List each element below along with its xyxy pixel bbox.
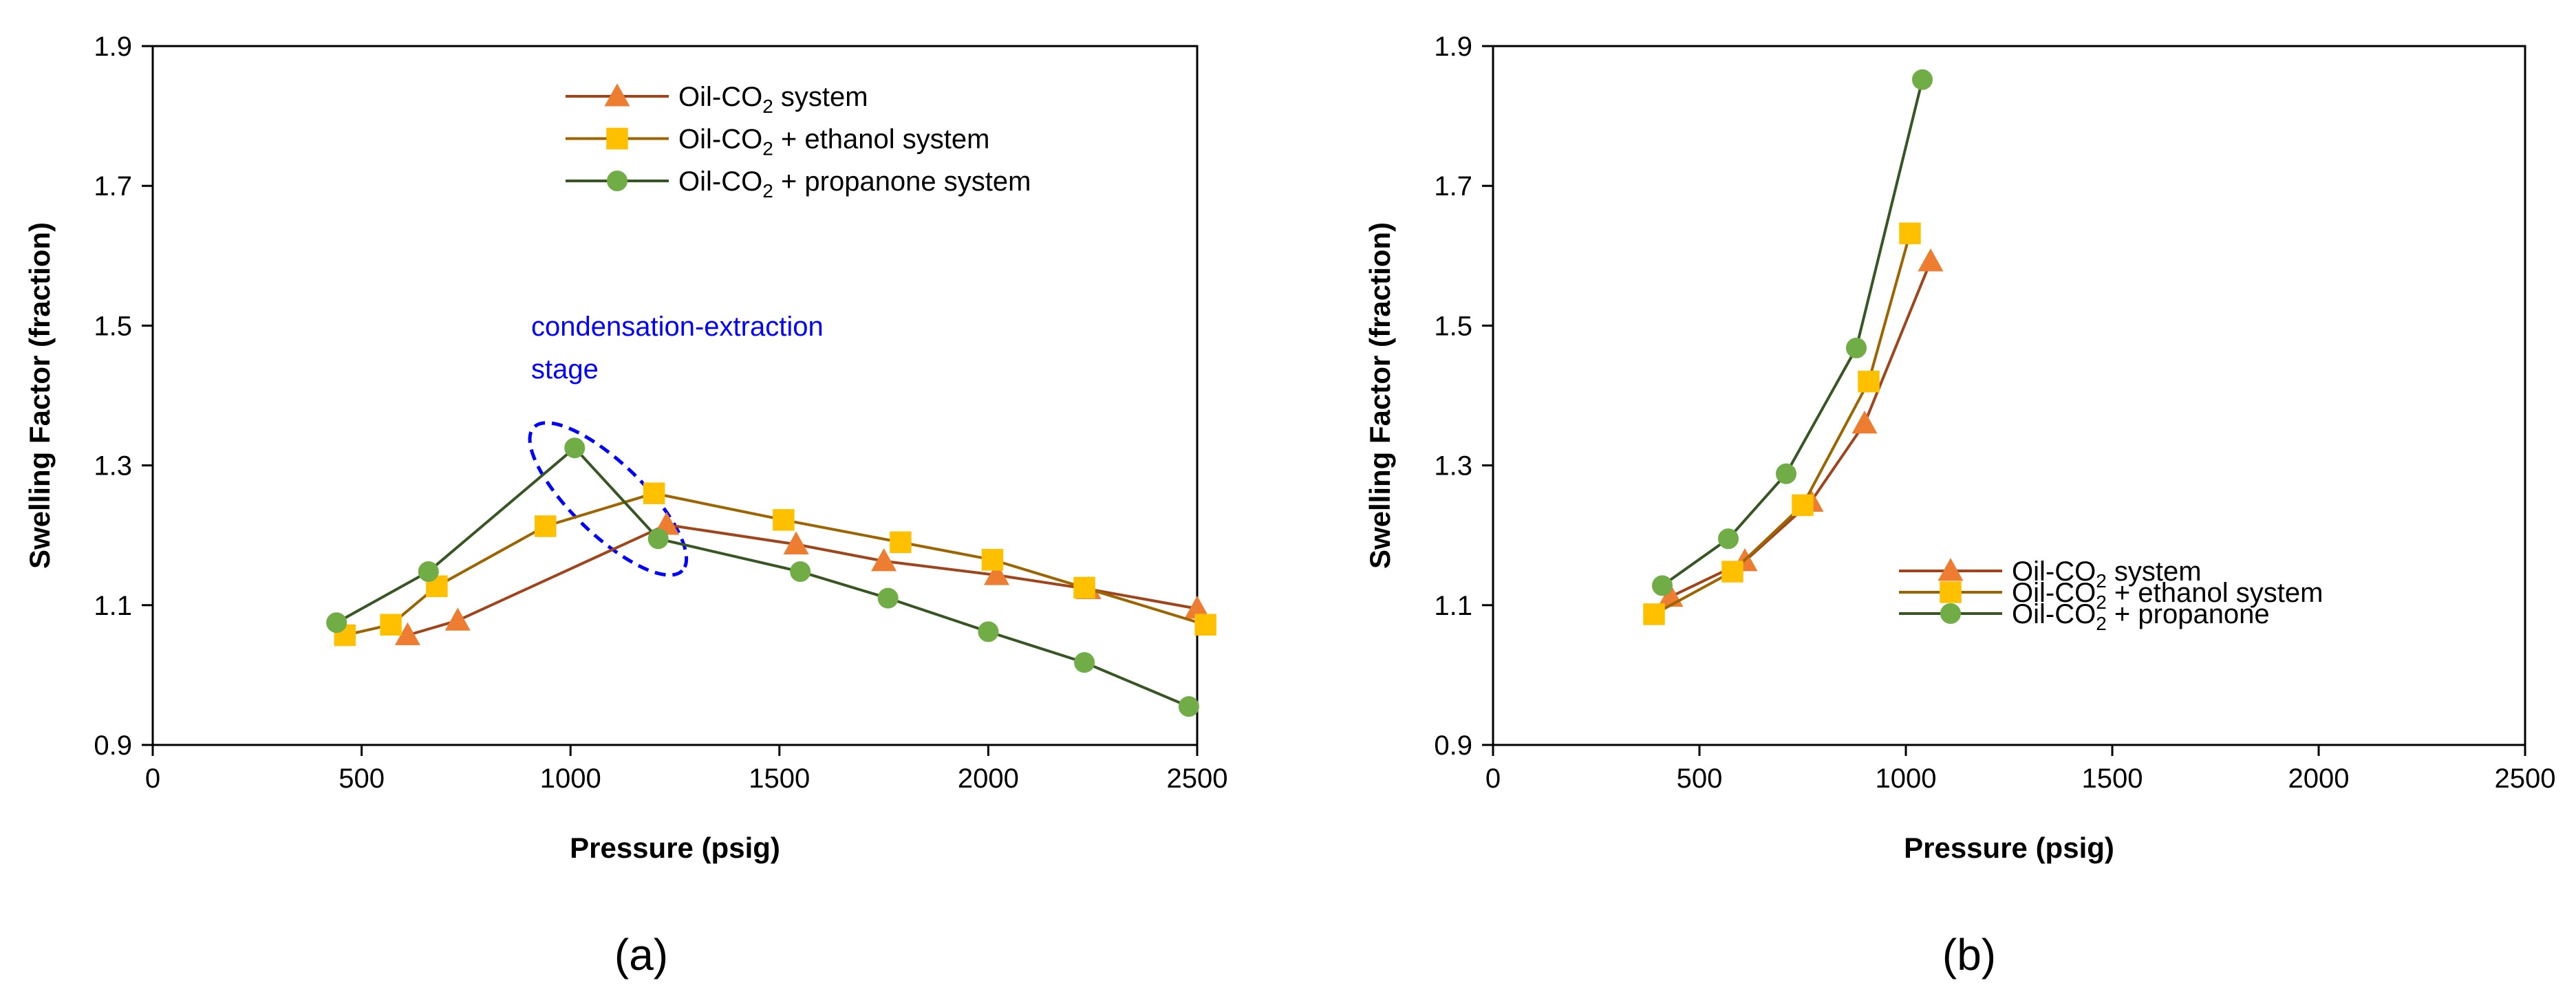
legend-marker-circle	[607, 171, 627, 191]
panel-label: (a)	[614, 930, 668, 979]
series-triangle	[1657, 248, 1944, 607]
x-tick-label: 0	[1485, 764, 1501, 794]
series-square	[334, 482, 1216, 647]
y-tick-label: 1.1	[1434, 591, 1472, 621]
data-point-triangle	[1852, 410, 1878, 434]
legend-entry: Oil-CO2 + ethanol system	[678, 124, 989, 160]
legend-marker-triangle	[1938, 558, 1964, 581]
data-point-circle	[877, 587, 899, 609]
x-tick-label: 1500	[2082, 764, 2143, 794]
plot-area-frame	[151, 45, 1199, 746]
legend-entry: Oil-CO2 + ethanol system	[2012, 578, 2323, 613]
data-point-circle	[1652, 575, 1673, 596]
x-tick-label: 2500	[1167, 764, 1228, 794]
x-tick-label: 1000	[540, 764, 601, 794]
data-point-circle	[1178, 696, 1199, 717]
series-circle	[326, 437, 1199, 717]
y-tick-label: 1.5	[1434, 311, 1472, 341]
data-point-square	[773, 509, 795, 531]
series-circle	[1652, 69, 1933, 596]
chart-panel-a: 0.9 1.1 1.3 1.5 1.7 1.9 0 500 1000 1500 2000 2500 Pr…	[23, 32, 1227, 979]
legend-entry: Oil-CO2 + propanone system	[678, 166, 1031, 202]
x-tick-label: 1500	[749, 764, 810, 794]
data-point-circle	[564, 437, 586, 459]
annotation-dashed-ellipse	[528, 421, 689, 577]
y-tick-label: 0.9	[94, 730, 132, 761]
y-tick-label: 1.7	[1434, 171, 1472, 202]
legend-entry: Oil-CO2 + propanone	[2012, 599, 2270, 634]
y-axis-label: Swelling Factor (fraction)	[1364, 222, 1396, 569]
data-point-square	[1792, 494, 1814, 517]
data-point-square	[981, 549, 1004, 571]
legend-marker-circle	[1940, 603, 1961, 624]
legend-marker-square	[606, 127, 628, 150]
data-point-circle	[647, 528, 669, 550]
data-point-square	[1858, 370, 1880, 393]
x-tick-label: 2000	[958, 764, 1019, 794]
plot-area-frame	[1492, 45, 2526, 746]
y-tick-label: 1.1	[94, 591, 132, 621]
data-point-square	[1073, 576, 1095, 599]
series-square	[1643, 222, 1921, 625]
legend-entry: Oil-CO2 system	[2012, 556, 2202, 592]
x-axis-label: Pressure (psig)	[1904, 832, 2114, 864]
data-point-square	[643, 482, 665, 504]
data-point-circle	[1776, 463, 1796, 484]
y-tick-label: 1.7	[94, 171, 132, 202]
data-point-triangle	[984, 562, 1010, 585]
data-point-circle	[1846, 337, 1867, 358]
x-axis-label: Pressure (psig)	[570, 832, 780, 864]
series-line	[1670, 261, 1932, 598]
data-point-circle	[1912, 69, 1933, 90]
data-point-circle	[790, 561, 811, 583]
series-line	[407, 523, 1198, 637]
data-point-square	[535, 515, 557, 537]
annotation-text: stage	[531, 354, 599, 385]
y-axis-label: Swelling Factor (fraction)	[23, 222, 56, 569]
y-tick-label: 0.9	[1434, 730, 1472, 761]
data-point-circle	[326, 612, 347, 634]
x-tick-label: 2500	[2495, 764, 2556, 794]
x-tick-label: 0	[145, 764, 160, 794]
data-point-triangle	[444, 607, 471, 631]
data-point-triangle	[871, 548, 897, 572]
data-point-square	[380, 614, 402, 636]
x-tick-label: 2000	[2288, 764, 2350, 794]
legend: Oil-CO2 system Oil-CO2 + ethanol system Oi…	[566, 82, 1031, 202]
data-point-circle	[1718, 528, 1739, 550]
series-line	[336, 446, 1190, 708]
data-point-square	[1194, 614, 1216, 636]
x-tick-label: 500	[339, 764, 385, 794]
y-tick-label: 1.3	[1434, 451, 1472, 481]
data-point-triangle	[783, 531, 809, 554]
y-tick-label: 1.9	[1434, 32, 1472, 62]
data-point-triangle	[1918, 248, 1944, 272]
data-point-circle	[1074, 652, 1095, 673]
chart-panel-b: 0.9 1.1 1.3 1.5 1.7 1.9 0 500 1000 1500 2000 2500 Pr…	[1364, 32, 2555, 979]
x-tick-label: 1000	[1876, 764, 1937, 794]
legend-entry: Oil-CO2 system	[678, 82, 868, 117]
y-tick-label: 1.9	[94, 32, 132, 62]
y-tick-label: 1.5	[94, 311, 132, 341]
legend-marker-triangle	[604, 83, 630, 107]
panel-label: (b)	[1942, 930, 1996, 979]
annotation-text: condensation-extraction	[531, 312, 824, 342]
data-point-circle	[978, 621, 999, 642]
data-point-circle	[418, 561, 439, 583]
x-tick-label: 500	[1677, 764, 1723, 794]
legend-marker-square	[1940, 581, 1962, 603]
data-point-square	[1721, 561, 1743, 583]
data-point-square	[1643, 603, 1665, 625]
data-point-square	[1899, 222, 1921, 245]
data-point-square	[890, 531, 912, 554]
series-line	[344, 492, 1206, 637]
y-tick-label: 1.3	[94, 451, 132, 481]
